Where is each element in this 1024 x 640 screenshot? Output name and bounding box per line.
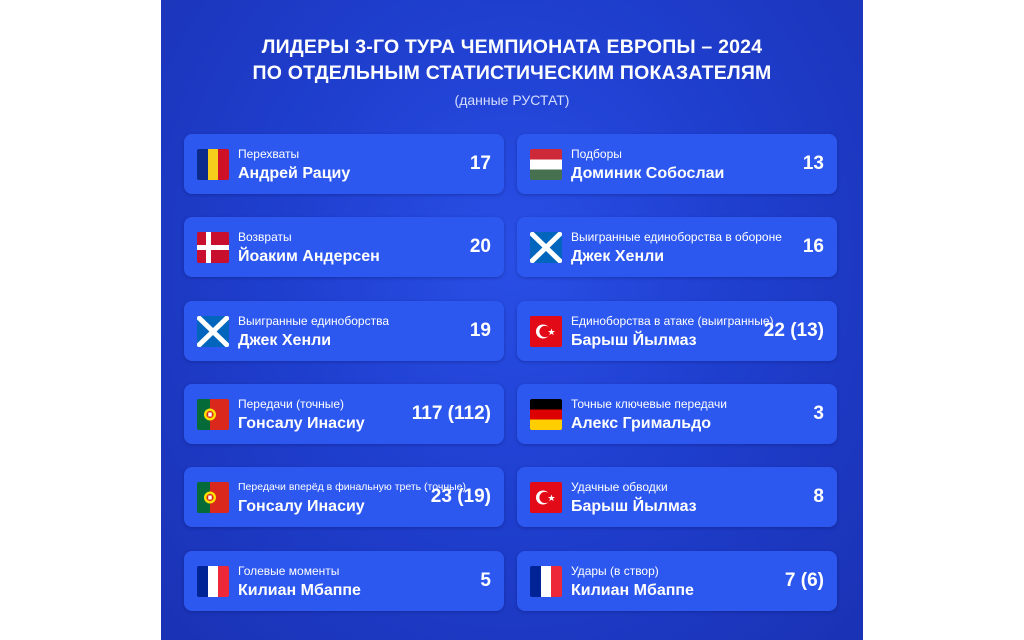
stat-card-chances: Голевые моменты Килиан Мбаппе 5 bbox=[184, 551, 504, 611]
stat-label: Передачи вперёд в финальную треть (точны… bbox=[238, 481, 467, 493]
player-name: Алекс Гримальдо bbox=[571, 415, 712, 432]
stat-card-key-passes: Точные ключевые передачи Алекс Гримальдо… bbox=[517, 384, 837, 444]
stat-card-interceptions: Перехваты Андрей Рациу 17 bbox=[184, 134, 504, 194]
stat-card-attacking-duels: Единоборства в атаке (выигранные) Барыш … bbox=[517, 301, 837, 361]
stat-value: 13 bbox=[802, 153, 824, 174]
france-flag-icon bbox=[197, 566, 229, 597]
stat-card-dribbles: Удачные обводки Барыш Йылмаз 8 bbox=[517, 467, 837, 527]
stat-value: 17 bbox=[469, 153, 491, 174]
player-name: Йоаким Андерсен bbox=[238, 248, 380, 265]
romania-flag-icon bbox=[197, 149, 229, 180]
stat-card-rebounds: Подборы Доминик Собослаи 13 bbox=[517, 134, 837, 194]
player-name: Джек Хенли bbox=[238, 332, 332, 349]
stat-label: Единоборства в атаке (выигранные) bbox=[571, 314, 774, 328]
stat-value: 5 bbox=[480, 570, 491, 591]
stat-label: Выигранные единоборства в обороне bbox=[571, 230, 782, 244]
stat-value: 20 bbox=[469, 236, 491, 257]
scotland-flag-icon bbox=[530, 232, 562, 263]
stat-label: Подборы bbox=[571, 147, 622, 161]
player-name: Андрей Рациу bbox=[238, 165, 351, 182]
stat-card-duels-won: Выигранные единоборства Джек Хенли 19 bbox=[184, 301, 504, 361]
turkey-flag-icon bbox=[530, 316, 562, 347]
player-name: Гонсалу Инасиу bbox=[238, 415, 365, 432]
turkey-flag-icon bbox=[530, 482, 562, 513]
subtitle: (данные РУСТАТ) bbox=[454, 92, 570, 108]
stat-label: Выигранные единоборства bbox=[238, 314, 389, 328]
stat-card-recoveries: Возвраты Йоаким Андерсен 20 bbox=[184, 217, 504, 277]
title-line-1: ЛИДЕРЫ 3-ГО ТУРА ЧЕМПИОНАТА ЕВРОПЫ – 202… bbox=[261, 36, 763, 58]
stat-label: Передачи (точные) bbox=[238, 397, 345, 411]
hungary-flag-icon bbox=[530, 149, 562, 180]
player-name: Джек Хенли bbox=[571, 248, 665, 265]
stat-label: Точные ключевые передачи bbox=[571, 397, 727, 411]
stat-value: 19 bbox=[469, 320, 491, 341]
portugal-flag-icon bbox=[197, 482, 229, 513]
stat-value: 22 (13) bbox=[763, 320, 824, 341]
player-name: Барыш Йылмаз bbox=[571, 332, 697, 349]
portugal-flag-icon bbox=[197, 399, 229, 430]
germany-flag-icon bbox=[530, 399, 562, 430]
stat-value: 23 (19) bbox=[430, 486, 491, 507]
player-name: Гонсалу Инасиу bbox=[238, 498, 365, 515]
stat-label: Голевые моменты bbox=[238, 564, 340, 578]
infographic-poster: ЛИДЕРЫ 3-ГО ТУРА ЧЕМПИОНАТА ЕВРОПЫ – 202… bbox=[161, 0, 863, 640]
stat-card-passes: Передачи (точные) Гонсалу Инасиу 117 (11… bbox=[184, 384, 504, 444]
stat-value: 117 (112) bbox=[411, 403, 491, 424]
stat-value: 16 bbox=[802, 236, 824, 257]
title-line-2: ПО ОТДЕЛЬНЫМ СТАТИСТИЧЕСКИМ ПОКАЗАТЕЛЯМ bbox=[252, 62, 772, 84]
stat-value: 3 bbox=[813, 403, 824, 424]
player-name: Килиан Мбаппе bbox=[238, 582, 361, 599]
stat-value: 7 (6) bbox=[784, 570, 824, 591]
stat-card-defensive-duels: Выигранные единоборства в обороне Джек Х… bbox=[517, 217, 837, 277]
scotland-flag-icon bbox=[197, 316, 229, 347]
player-name: Килиан Мбаппе bbox=[571, 582, 694, 599]
stat-label: Удары (в створ) bbox=[571, 564, 659, 578]
stat-card-forward-passes: Передачи вперёд в финальную треть (точны… bbox=[184, 467, 504, 527]
france-flag-icon bbox=[530, 566, 562, 597]
denmark-flag-icon bbox=[197, 232, 229, 263]
stat-label: Возвраты bbox=[238, 230, 292, 244]
stat-label: Удачные обводки bbox=[571, 480, 668, 494]
stat-value: 8 bbox=[813, 486, 824, 507]
stat-label: Перехваты bbox=[238, 147, 300, 161]
player-name: Доминик Собослаи bbox=[571, 165, 725, 182]
stat-card-shots: Удары (в створ) Килиан Мбаппе 7 (6) bbox=[517, 551, 837, 611]
player-name: Барыш Йылмаз bbox=[571, 498, 697, 515]
